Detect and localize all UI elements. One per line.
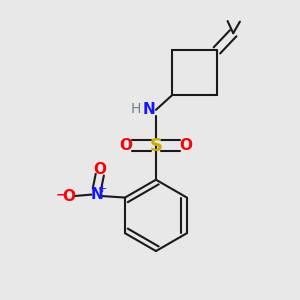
Text: O: O (179, 138, 192, 153)
Text: O: O (62, 189, 75, 204)
Text: O: O (93, 162, 106, 177)
Text: −: − (56, 189, 66, 202)
Text: N: N (142, 102, 155, 117)
Text: H: H (130, 102, 141, 116)
Text: S: S (149, 136, 162, 154)
Text: N: N (90, 187, 103, 202)
Text: +: + (98, 184, 107, 194)
Text: O: O (120, 138, 133, 153)
